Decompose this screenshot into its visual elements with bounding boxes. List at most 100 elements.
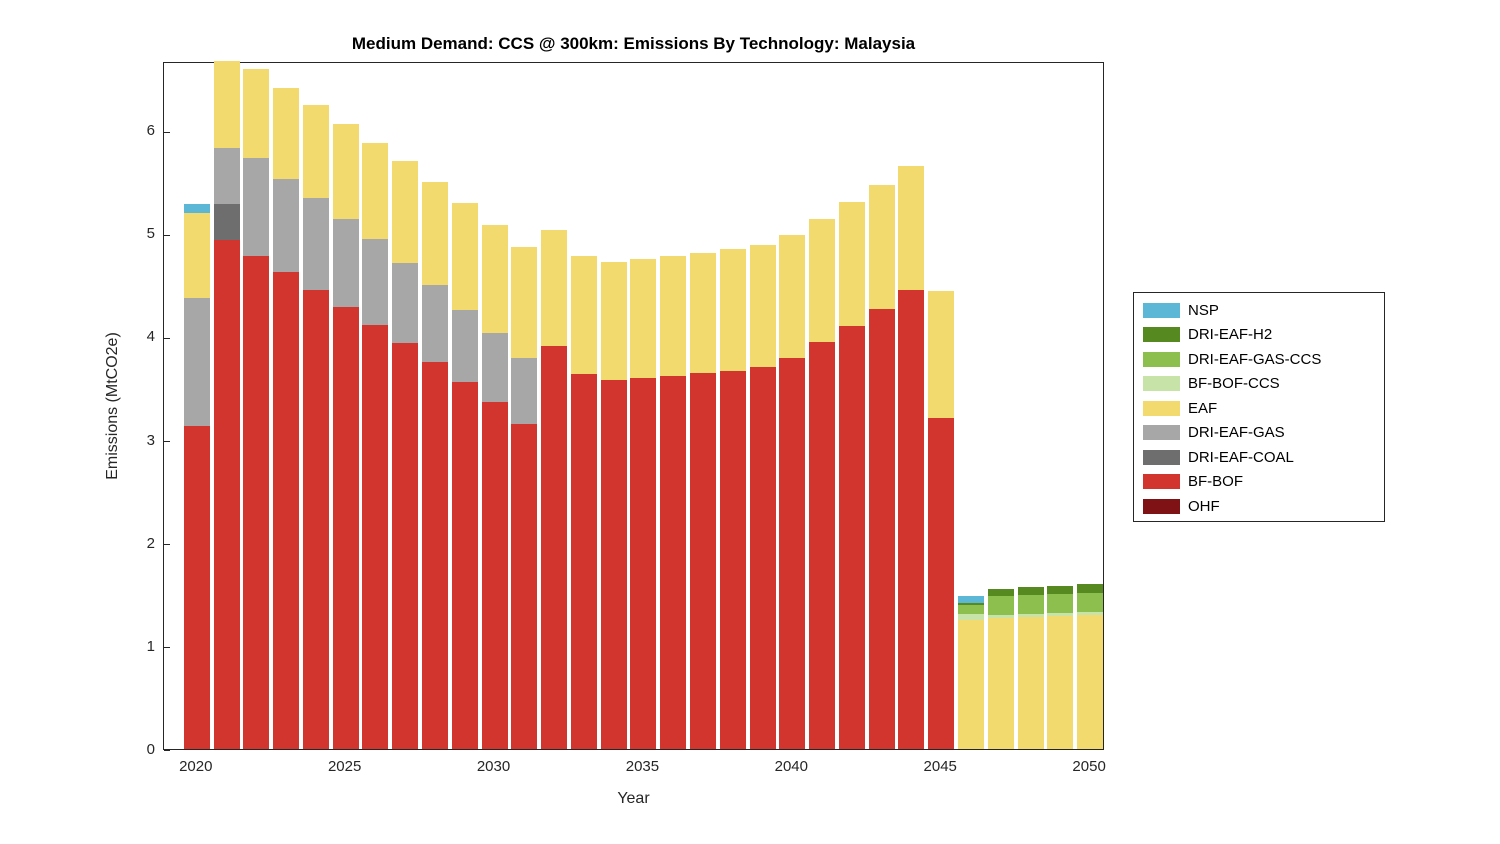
legend: NSP DRI-EAF-H2 DRI-EAF-GAS-CCS BF-BOF-CCS EA… [1133, 292, 1385, 522]
x-tick-label: 2040 [774, 758, 808, 775]
legend-label: DRI-EAF-H2 [1188, 326, 1273, 344]
x-tick-label: 2050 [1072, 758, 1106, 775]
bar-segment-dri-eaf-coal [213, 204, 240, 241]
bar-segment-bf-bof [481, 402, 508, 749]
bar-segment-eaf [362, 142, 389, 240]
bar-segment-bf-bof [302, 290, 329, 749]
bar-segment-bf-bof [332, 306, 359, 749]
bar-segment-bf-bof [451, 381, 478, 749]
legend-item: EAF [1134, 396, 1384, 421]
legend-item: DRI-EAF-GAS-CCS [1134, 347, 1384, 372]
x-axis-label: Year [617, 790, 650, 807]
y-tick-mark [164, 647, 170, 649]
bar-segment-dri-eaf-gas [302, 198, 329, 290]
bar-segment-bf-bof-ccs [1017, 613, 1044, 617]
bar-segment-bf-bof [749, 367, 776, 749]
bar-segment-bf-bof [273, 272, 300, 749]
bar-segment-eaf [779, 235, 806, 359]
bar-segment-eaf [898, 166, 925, 290]
bar-segment-bf-bof-ccs [987, 614, 1014, 619]
bar-segment-eaf [183, 212, 210, 299]
legend-label: BF-BOF-CCS [1188, 375, 1280, 393]
bar-segment-bf-bof [421, 362, 448, 749]
bar-segment-eaf [213, 61, 240, 148]
x-tick-label: 2020 [179, 758, 213, 775]
bar-segment-eaf [421, 181, 448, 285]
legend-swatch-bf-bof [1143, 474, 1180, 490]
bar-segment-bf-bof [660, 375, 687, 749]
bar-segment-eaf [302, 105, 329, 199]
y-tick-mark [164, 441, 170, 443]
bar-segment-eaf [332, 123, 359, 219]
legend-label: DRI-EAF-GAS-CCS [1188, 350, 1322, 368]
bar-segment-nsp [957, 596, 984, 603]
bar-segment-eaf [868, 184, 895, 309]
y-tick-mark [164, 544, 170, 546]
bar-segment-dri-eaf-gas [332, 218, 359, 307]
legend-label: DRI-EAF-COAL [1188, 448, 1294, 466]
bar-segment-eaf [749, 244, 776, 368]
bar-segment-eaf [689, 252, 716, 373]
bar-segment-bf-bof [213, 240, 240, 749]
bar-segment-bf-bof [898, 290, 925, 749]
bar-segment-bf-bof [838, 326, 865, 749]
bar-segment-eaf [273, 87, 300, 179]
x-tick-label: 2030 [476, 758, 511, 775]
bar-segment-dri-eaf-gas [183, 298, 210, 427]
bar-segment-eaf [660, 255, 687, 376]
bar-segment-eaf [1047, 615, 1074, 749]
legend-item: DRI-EAF-GAS [1134, 421, 1384, 446]
legend-label: BF-BOF [1188, 473, 1243, 491]
bar-segment-nsp [183, 204, 210, 213]
bar-segment-eaf [541, 230, 568, 346]
bar-segment-eaf [1017, 616, 1044, 749]
bar-segment-eaf [928, 291, 955, 418]
bar-segment-bf-bof [719, 371, 746, 749]
bar-segment-dri-eaf-h2 [957, 602, 984, 605]
y-tick-label: 6 [146, 122, 155, 140]
bar-segment-dri-eaf-gas-ccs [1017, 595, 1044, 614]
legend-item: DRI-EAF-H2 [1134, 323, 1384, 348]
legend-item: BF-BOF [1134, 470, 1384, 495]
bar-segment-eaf [838, 202, 865, 327]
bar-segment-bf-bof [600, 379, 627, 749]
y-tick-label: 5 [146, 225, 155, 243]
bar-segment-eaf [600, 262, 627, 380]
bar-segment-bf-bof [928, 417, 955, 749]
bar-segment-dri-eaf-gas [481, 333, 508, 403]
bar-segment-dri-eaf-gas [511, 358, 538, 425]
legend-swatch-eaf [1143, 400, 1180, 416]
legend-swatch-dri-eaf-gas [1143, 425, 1180, 441]
legend-item: BF-BOF-CCS [1134, 372, 1384, 397]
bar-segment-bf-bof [183, 426, 210, 749]
bar-segment-bf-bof [511, 424, 538, 749]
bar-segment-bf-bof [392, 342, 419, 749]
bar-segment-eaf [451, 203, 478, 310]
bar-segment-bf-bof-ccs [1077, 611, 1104, 615]
bar-segment-eaf [511, 246, 538, 359]
y-tick-label: 4 [146, 328, 155, 346]
bar-segment-dri-eaf-h2 [1077, 583, 1104, 594]
y-tick-label: 0 [146, 741, 155, 758]
bar-segment-dri-eaf-h2 [987, 589, 1014, 597]
legend-swatch-nsp [1143, 302, 1180, 318]
x-tick-label: 2045 [923, 758, 957, 775]
y-tick-mark [164, 131, 170, 133]
bar-segment-bf-bof-ccs [1047, 612, 1074, 616]
legend-swatch-dri-eaf-coal [1143, 449, 1180, 465]
bar-segment-dri-eaf-gas [213, 147, 240, 205]
bar-segment-dri-eaf-gas [392, 263, 419, 343]
legend-item: OHF [1134, 494, 1384, 519]
y-tick-mark [164, 337, 170, 339]
legend-label: EAF [1188, 399, 1218, 417]
bar-segment-bf-bof [779, 358, 806, 749]
legend-item: DRI-EAF-COAL [1134, 445, 1384, 470]
bar-segment-bf-bof [868, 308, 895, 749]
bar-segment-dri-eaf-gas [243, 157, 270, 256]
bar-segment-dri-eaf-h2 [1047, 586, 1074, 595]
x-tick-label: 2035 [625, 758, 660, 775]
legend-item: NSP [1134, 298, 1384, 323]
bar-segment-dri-eaf-gas-ccs [987, 596, 1014, 615]
y-axis-label: Emissions (MtCO2e) [104, 332, 121, 480]
